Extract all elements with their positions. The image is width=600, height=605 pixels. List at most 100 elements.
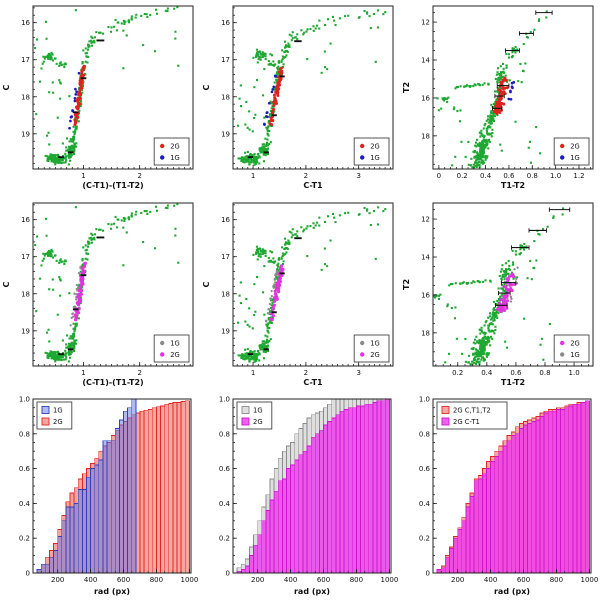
svg-text:2G: 2G <box>370 351 380 359</box>
tick-labels: 0.2 0.4 0.6 0.8 1.0 12 14 16 18 <box>421 216 580 377</box>
x-axis-label: (C-T1)-(T1-T2) <box>82 181 143 190</box>
svg-text:2G: 2G <box>570 340 580 348</box>
svg-text:0.6: 0.6 <box>419 465 431 473</box>
x-axis-label: rad (px) <box>94 587 130 596</box>
svg-text:19: 19 <box>21 130 30 138</box>
y-axis-label: C <box>2 84 11 90</box>
svg-text:0.4: 0.4 <box>419 500 431 508</box>
svg-text:18: 18 <box>221 93 230 101</box>
svg-text:1.0: 1.0 <box>550 172 561 180</box>
svg-text:0.2: 0.2 <box>452 369 463 377</box>
scatter-panel-r2c2: 1 2 3 16 17 18 19 C-T1 C 1G 2G <box>200 197 400 394</box>
axes-frame <box>32 5 194 170</box>
svg-text:1G: 1G <box>570 351 580 359</box>
axis-ticks <box>433 209 590 366</box>
x-axis-label: rad (px) <box>294 587 330 596</box>
y-axis-label: C <box>202 281 211 287</box>
axis-ticks <box>232 398 390 574</box>
svg-text:2G: 2G <box>570 143 580 151</box>
svg-text:0: 0 <box>226 570 230 578</box>
svg-text:0: 0 <box>437 172 441 180</box>
plot-area <box>436 10 553 169</box>
svg-text:1000: 1000 <box>380 576 398 584</box>
svg-text:18: 18 <box>21 290 30 298</box>
svg-text:17: 17 <box>221 56 230 64</box>
svg-text:16: 16 <box>21 216 30 224</box>
svg-text:2G: 2G <box>253 418 263 426</box>
svg-text:0.4: 0.4 <box>481 369 493 377</box>
axis-ticks <box>233 204 391 366</box>
svg-text:19: 19 <box>221 327 230 335</box>
svg-text:0.6: 0.6 <box>219 465 231 473</box>
svg-text:17: 17 <box>21 253 30 261</box>
svg-text:17: 17 <box>221 253 230 261</box>
axis-ticks <box>233 7 391 169</box>
svg-text:1G: 1G <box>53 407 63 415</box>
scatter-panel-r1c1: 1 2 16 17 18 19 (C-T1)-(T1-T2) C 2G 1G <box>0 0 200 197</box>
svg-text:0.2: 0.2 <box>19 535 30 543</box>
y-axis-label: C <box>2 281 11 287</box>
svg-text:1G: 1G <box>170 340 180 348</box>
svg-text:2G C-T1: 2G C-T1 <box>453 418 480 426</box>
svg-text:200: 200 <box>251 576 264 584</box>
svg-text:0: 0 <box>426 570 430 578</box>
svg-text:1: 1 <box>81 172 85 180</box>
svg-text:16: 16 <box>21 19 30 27</box>
svg-text:18: 18 <box>421 329 430 337</box>
x-axis-label: T1-T2 <box>501 181 525 190</box>
svg-text:400: 400 <box>284 576 297 584</box>
svg-text:19: 19 <box>221 130 230 138</box>
axis-ticks <box>32 204 191 366</box>
svg-text:200: 200 <box>51 576 64 584</box>
tick-labels: 1 2 16 17 18 19 <box>21 19 142 180</box>
x-axis-label: rad (px) <box>494 587 530 596</box>
svg-text:0.8: 0.8 <box>539 369 550 377</box>
axis-ticks <box>432 398 590 574</box>
svg-text:2G C,T1,T2: 2G C,T1,T2 <box>453 407 491 415</box>
svg-text:0.8: 0.8 <box>419 430 430 438</box>
svg-text:1G: 1G <box>370 340 380 348</box>
plot-area <box>236 399 390 573</box>
svg-text:3: 3 <box>356 369 360 377</box>
svg-text:18: 18 <box>21 93 30 101</box>
svg-text:1: 1 <box>81 369 85 377</box>
svg-text:1G: 1G <box>170 154 180 162</box>
plot-area <box>34 203 180 363</box>
tick-labels: 200 400 600 800 1000 0 0.2 0.4 0.6 0.8 1.0 <box>19 396 198 585</box>
legend: 2G C,T1,T2 2G C-T1 <box>436 401 508 430</box>
svg-text:0: 0 <box>26 570 30 578</box>
plot-area <box>237 9 387 166</box>
axes-frame <box>32 202 194 367</box>
axes-frame <box>432 202 594 367</box>
svg-text:800: 800 <box>150 576 163 584</box>
y-axis-label: T2 <box>402 279 411 290</box>
svg-text:3: 3 <box>356 172 360 180</box>
svg-text:18: 18 <box>221 290 230 298</box>
svg-text:400: 400 <box>84 576 97 584</box>
axes-frame <box>232 5 394 170</box>
svg-text:400: 400 <box>484 576 497 584</box>
scatter-panel-r1c3: 0 0.2 0.4 0.6 0.8 1.0 1.2 12 14 16 18 T1-T2 T2 2G 1G <box>400 0 600 197</box>
svg-text:12: 12 <box>421 216 430 224</box>
svg-text:14: 14 <box>421 57 430 65</box>
svg-text:1: 1 <box>251 369 255 377</box>
svg-text:0.6: 0.6 <box>503 172 515 180</box>
svg-text:600: 600 <box>317 576 330 584</box>
svg-text:0.4: 0.4 <box>19 500 31 508</box>
svg-text:1000: 1000 <box>580 576 598 584</box>
plot-area <box>36 399 190 573</box>
axis-ticks <box>32 7 191 169</box>
y-axis-label: T2 <box>402 82 411 93</box>
svg-text:1.2: 1.2 <box>573 172 584 180</box>
